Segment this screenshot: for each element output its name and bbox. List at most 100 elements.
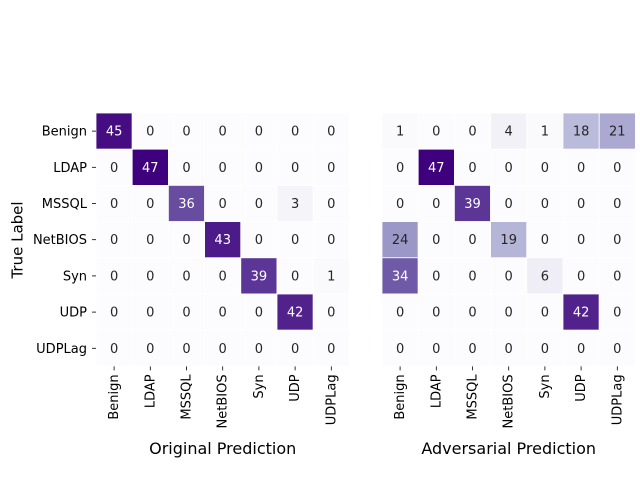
heatmap-cell xyxy=(167,257,205,295)
cell-value-label: 19 xyxy=(500,233,517,248)
cell-value-label: 0 xyxy=(255,233,263,248)
cell-value-label: 0 xyxy=(541,161,549,176)
x-tick-label: Syn xyxy=(252,374,267,398)
cell-value-label: 0 xyxy=(327,125,335,140)
cell-value-label: 0 xyxy=(327,306,335,321)
cell-value-label: 43 xyxy=(214,233,231,248)
heatmap-cell xyxy=(381,221,419,259)
heatmap-cell xyxy=(95,293,133,331)
cell-value-label: 0 xyxy=(182,125,190,140)
heatmap-cell xyxy=(131,293,169,331)
heatmap-cell xyxy=(240,293,278,331)
adversarial-prediction-heatmap: 1 0 0 4 1 18 21 0 47 0 0 0 0 0 0 0 39 0 0 0 0 24 0 0 19 0 0 0 34 0 0 0 6… xyxy=(381,112,636,458)
cell-value-label: 0 xyxy=(255,197,263,212)
heatmap-cell xyxy=(312,293,350,331)
x-tick-label: Syn xyxy=(538,374,553,398)
cell-value-label: 0 xyxy=(505,342,513,357)
heatmap-cell xyxy=(95,112,133,150)
cell-value-label: 1 xyxy=(396,125,404,140)
heatmap-cell xyxy=(598,293,636,331)
y-tick-label: LDAP xyxy=(53,161,87,176)
cell-value-label: 0 xyxy=(468,269,476,284)
cell-value-label: 18 xyxy=(573,125,590,140)
cell-value-label: 0 xyxy=(432,197,440,212)
heatmap-cell xyxy=(381,329,419,367)
heatmap-cell xyxy=(598,148,636,186)
heatmap-cell xyxy=(276,221,314,259)
cell-value-label: 21 xyxy=(609,125,626,140)
cell-value-label: 0 xyxy=(577,233,585,248)
heatmap-cell xyxy=(453,257,491,295)
cell-value-label: 0 xyxy=(110,342,118,357)
cell-value-label: 0 xyxy=(468,306,476,321)
cell-value-label: 0 xyxy=(432,342,440,357)
heatmap-cell xyxy=(312,221,350,259)
heatmap-cell xyxy=(598,184,636,222)
heatmap-cell xyxy=(240,184,278,222)
cell-value-label: 0 xyxy=(432,125,440,140)
cell-value-label: 0 xyxy=(541,197,549,212)
heatmap-cell xyxy=(526,184,564,222)
heatmap-cell xyxy=(131,184,169,222)
heatmap-cell xyxy=(312,184,350,222)
cell-value-label: 0 xyxy=(219,125,227,140)
cell-value-label: 0 xyxy=(110,161,118,176)
heatmap-cell xyxy=(167,184,205,222)
heatmap-cell xyxy=(562,148,600,186)
cell-value-label: 0 xyxy=(396,342,404,357)
heatmap-cell xyxy=(95,257,133,295)
cell-value-label: 0 xyxy=(219,161,227,176)
cell-value-label: 0 xyxy=(396,161,404,176)
heatmap-cell xyxy=(453,148,491,186)
heatmap-cell xyxy=(167,148,205,186)
cell-value-label: 0 xyxy=(110,233,118,248)
x-axis-label: Adversarial Prediction xyxy=(421,439,596,458)
cell-value-label: 6 xyxy=(541,269,549,284)
cell-value-label: 0 xyxy=(577,161,585,176)
cell-value-label: 0 xyxy=(291,342,299,357)
cell-value-label: 0 xyxy=(327,342,335,357)
y-axis-label: True Label xyxy=(9,201,27,279)
heatmap-cell xyxy=(240,148,278,186)
cell-value-label: 0 xyxy=(505,269,513,284)
heatmap-cell xyxy=(312,329,350,367)
cell-value-label: 0 xyxy=(110,269,118,284)
heatmap-cell xyxy=(95,221,133,259)
cell-value-label: 0 xyxy=(541,233,549,248)
cell-value-label: 0 xyxy=(182,269,190,284)
cell-value-label: 0 xyxy=(291,269,299,284)
heatmap-cell xyxy=(598,329,636,367)
cell-value-label: 0 xyxy=(219,342,227,357)
cell-value-label: 0 xyxy=(219,306,227,321)
heatmap-cell xyxy=(417,184,455,222)
heatmap-cell xyxy=(204,184,242,222)
cell-value-label: 0 xyxy=(505,306,513,321)
cell-value-label: 0 xyxy=(219,197,227,212)
cell-value-label: 0 xyxy=(432,233,440,248)
cell-value-label: 0 xyxy=(396,197,404,212)
x-tick-label: LDAP xyxy=(143,374,158,408)
cell-value-label: 0 xyxy=(291,161,299,176)
cell-value-label: 0 xyxy=(146,342,154,357)
cell-value-label: 1 xyxy=(541,125,549,140)
heatmap-cell xyxy=(381,112,419,150)
cell-value-label: 0 xyxy=(291,233,299,248)
heatmap-cell xyxy=(276,112,314,150)
cell-value-label: 0 xyxy=(327,233,335,248)
cell-value-label: 0 xyxy=(219,269,227,284)
x-tick-label: UDPLag xyxy=(324,374,339,425)
cell-value-label: 0 xyxy=(541,342,549,357)
heatmap-cell xyxy=(167,329,205,367)
x-tick-label: NetBIOS xyxy=(216,374,231,428)
heatmap-cell xyxy=(312,148,350,186)
cell-value-label: 0 xyxy=(110,197,118,212)
cell-value-label: 0 xyxy=(505,161,513,176)
heatmap-cell xyxy=(240,329,278,367)
heatmap-cell xyxy=(490,148,528,186)
heatmap-cell xyxy=(204,329,242,367)
cell-value-label: 0 xyxy=(255,125,263,140)
heatmap-cell xyxy=(490,329,528,367)
x-tick-label: MSSQL xyxy=(466,374,481,420)
heatmap-cell xyxy=(598,112,636,150)
